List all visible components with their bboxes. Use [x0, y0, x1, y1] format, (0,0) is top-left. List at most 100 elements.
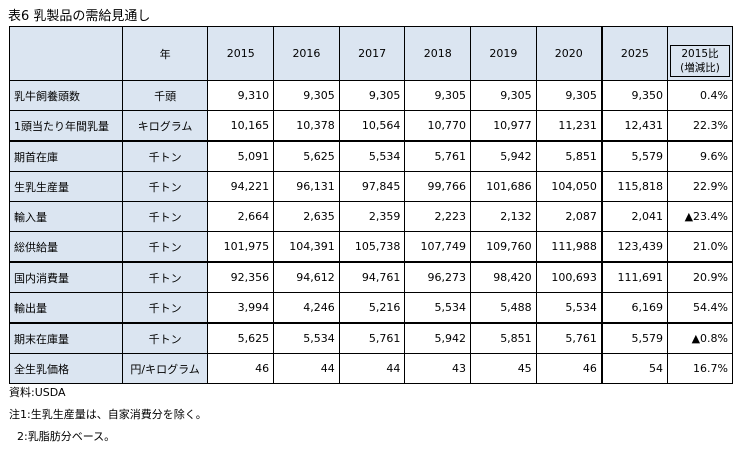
value-cell: 45 [470, 353, 537, 384]
value-cell: 9,305 [470, 80, 537, 111]
supply-demand-table: 年 2015 2016 2017 2018 2019 2020 2025 201… [9, 26, 733, 384]
value-cell: 99,766 [404, 171, 472, 202]
value-cell: 101,975 [207, 231, 275, 263]
pct-cell: 0.4% [667, 80, 733, 111]
value-cell: 104,391 [273, 231, 340, 263]
value-cell: 5,534 [535, 292, 603, 324]
pct-cell: 21.0% [667, 231, 733, 263]
value-cell: 5,488 [470, 292, 537, 324]
value-cell: 111,691 [600, 261, 668, 293]
value-cell: 5,761 [404, 140, 472, 172]
value-cell: 115,818 [600, 171, 668, 202]
value-cell: 5,579 [600, 322, 668, 354]
table-row: 輸出量 千トン 3,994 4,246 5,216 5,534 5,488 5,534 6,16… [9, 292, 733, 324]
table-title: 表6 乳製品の需給見通し [8, 9, 151, 24]
pct-header-line2: (増減比) [680, 62, 720, 74]
value-cell: 2,041 [600, 201, 668, 232]
row-label: 全生乳価格 [9, 353, 123, 384]
row-label: 1頭当たり年間乳量 [9, 110, 123, 142]
value-cell: 5,216 [338, 292, 406, 324]
value-cell: 2,223 [404, 201, 472, 232]
pct-cell: 20.9% [667, 261, 733, 293]
header-pct-cell: 2015比 (増減比) [667, 26, 733, 81]
pct-cell: 22.3% [667, 110, 733, 142]
value-cell: 46 [535, 353, 603, 384]
value-cell: 9,305 [338, 80, 406, 111]
value-cell: 96,131 [273, 171, 340, 202]
value-cell: 10,564 [338, 110, 406, 142]
row-unit: 千トン [121, 231, 209, 263]
value-cell: 5,761 [535, 322, 603, 354]
row-unit: 千トン [121, 171, 209, 202]
pct-header-line1: 2015比 [681, 48, 719, 60]
value-cell: 123,439 [600, 231, 668, 263]
value-cell: 54 [600, 353, 668, 384]
value-cell: 9,305 [273, 80, 340, 111]
row-label: 国内消費量 [9, 261, 123, 293]
row-unit: キログラム [121, 110, 209, 142]
table-row: 期末在庫量 千トン 5,625 5,534 5,761 5,942 5,851 5,761 5,… [9, 322, 733, 354]
header-year-2017: 2017 [338, 26, 406, 81]
value-cell: 5,942 [470, 140, 537, 172]
row-unit: 千トン [121, 292, 209, 324]
value-cell: 6,169 [600, 292, 668, 324]
header-year-2015: 2015 [207, 26, 275, 81]
row-label: 期首在庫 [9, 140, 123, 172]
value-cell: 98,420 [470, 261, 537, 293]
table-row: 生乳生産量 千トン 94,221 96,131 97,845 99,766 101,686 1… [9, 171, 733, 202]
table-row: 総供給量 千トン 101,975 104,391 105,738 107,749 109,7… [9, 231, 733, 263]
row-unit: 円/キログラム [121, 353, 209, 384]
value-cell: 5,942 [404, 322, 472, 354]
value-cell: 5,851 [470, 322, 537, 354]
value-cell: 97,845 [338, 171, 406, 202]
pct-cell: 54.4% [667, 292, 733, 324]
source-note: 資料:USDA [9, 386, 66, 399]
row-label: 乳牛飼養頭数 [9, 80, 123, 111]
value-cell: 109,760 [470, 231, 537, 263]
pct-cell: 9.6% [667, 140, 733, 172]
value-cell: 2,087 [535, 201, 603, 232]
note-2: 2:乳脂肪分ベース。 [17, 430, 116, 443]
value-cell: 9,305 [404, 80, 472, 111]
value-cell: 94,221 [207, 171, 275, 202]
pct-cell: ▲23.4% [667, 201, 733, 232]
value-cell: 107,749 [404, 231, 472, 263]
pct-cell: ▲0.8% [667, 322, 733, 354]
row-unit: 千トン [121, 261, 209, 293]
value-cell: 94,612 [273, 261, 340, 293]
value-cell: 5,534 [273, 322, 340, 354]
value-cell: 44 [338, 353, 406, 384]
row-unit: 千頭 [121, 80, 209, 111]
table-row: 全生乳価格 円/キログラム 46 44 44 43 45 46 54 16.7% [9, 353, 733, 384]
table-row: 国内消費量 千トン 92,356 94,612 94,761 96,273 98,420 10… [9, 261, 733, 293]
row-label: 輸入量 [9, 201, 123, 232]
value-cell: 12,431 [600, 110, 668, 142]
value-cell: 94,761 [338, 261, 406, 293]
header-year-2018: 2018 [404, 26, 472, 81]
row-unit: 千トン [121, 140, 209, 172]
note-1: 注1:生乳生産量は、自家消費分を除く。 [9, 408, 207, 421]
value-cell: 2,635 [273, 201, 340, 232]
row-label: 総供給量 [9, 231, 123, 263]
value-cell: 5,761 [338, 322, 406, 354]
value-cell: 5,534 [404, 292, 472, 324]
value-cell: 11,231 [535, 110, 603, 142]
table-row: 乳牛飼養頭数 千頭 9,310 9,305 9,305 9,305 9,305 9,305 9,… [9, 80, 733, 111]
value-cell: 9,305 [535, 80, 603, 111]
value-cell: 43 [404, 353, 472, 384]
value-cell: 100,693 [535, 261, 603, 293]
value-cell: 5,534 [338, 140, 406, 172]
value-cell: 10,770 [404, 110, 472, 142]
value-cell: 5,579 [600, 140, 668, 172]
row-label: 輸出量 [9, 292, 123, 324]
pct-header-box: 2015比 (増減比) [670, 45, 730, 77]
table-row: 1頭当たり年間乳量 キログラム 10,165 10,378 10,564 10,770 10… [9, 110, 733, 142]
row-unit: 千トン [121, 201, 209, 232]
value-cell: 3,994 [207, 292, 275, 324]
header-year-2025: 2025 [600, 26, 668, 81]
value-cell: 5,625 [207, 322, 275, 354]
header-year-2020: 2020 [535, 26, 603, 81]
header-label-cell [9, 26, 123, 81]
header-year-2019: 2019 [470, 26, 537, 81]
value-cell: 96,273 [404, 261, 472, 293]
